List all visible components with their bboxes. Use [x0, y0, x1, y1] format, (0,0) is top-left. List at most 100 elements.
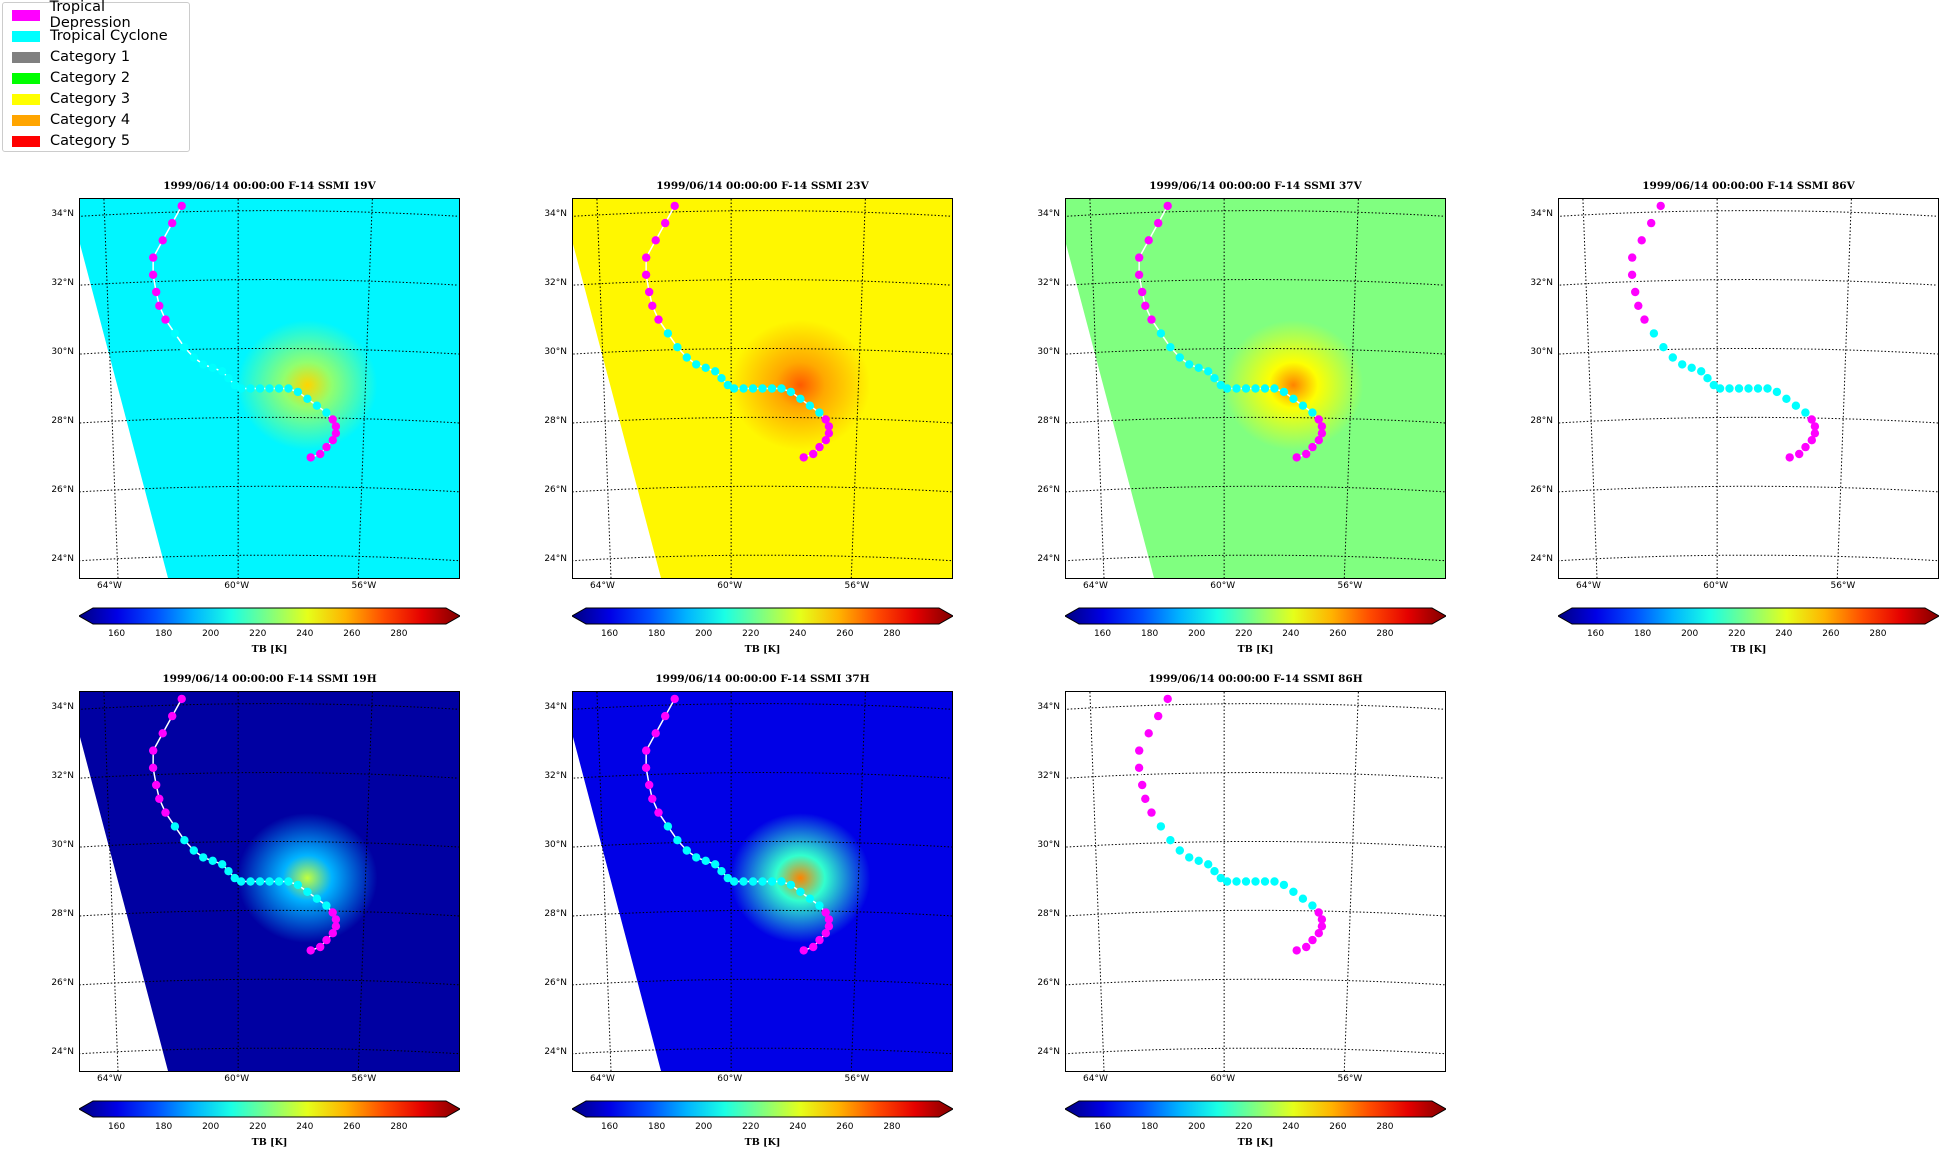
track-point — [1210, 867, 1219, 876]
track-point — [180, 343, 189, 352]
colorbar-tick: 200 — [1681, 629, 1699, 639]
colorbar-label: TB [K] — [251, 1137, 288, 1148]
track-point — [1791, 401, 1801, 410]
track-point — [1628, 253, 1637, 262]
track-point — [1154, 218, 1163, 228]
track-point — [648, 794, 657, 803]
lat-label: 34°N — [544, 702, 567, 713]
track-point — [1744, 384, 1753, 393]
lat-label: 32°N — [1037, 771, 1060, 782]
meridian-line — [850, 692, 866, 1071]
lat-label: 26°N — [1530, 484, 1553, 495]
parallel-line — [80, 279, 459, 286]
track-point — [1317, 422, 1327, 431]
map-panel — [572, 198, 953, 579]
track-point — [1270, 877, 1279, 886]
track-point — [1241, 877, 1251, 886]
track-point — [316, 449, 325, 459]
colorbar — [1065, 1100, 1446, 1118]
track-point — [1308, 901, 1317, 910]
colorbar-tick: 260 — [1329, 629, 1347, 639]
track-point — [701, 856, 710, 865]
colorbar-tick: 240 — [789, 1122, 807, 1132]
track-point — [821, 415, 830, 424]
track-point — [1144, 729, 1153, 738]
map-svg — [1066, 199, 1445, 578]
track-point — [1270, 384, 1279, 393]
track-point — [723, 380, 732, 390]
colorbar-tick: 160 — [107, 1122, 126, 1132]
track-point — [651, 236, 660, 245]
track-point — [1289, 394, 1298, 403]
track-point — [1795, 449, 1804, 459]
track-point — [331, 422, 341, 431]
track-point — [670, 201, 679, 211]
track-point — [1292, 946, 1301, 955]
colorbar-tick: 160 — [600, 1122, 619, 1132]
meridian-line — [850, 199, 866, 578]
legend-swatch — [12, 51, 40, 63]
track-point — [1175, 353, 1184, 362]
lon-label: 64°W — [590, 581, 615, 591]
track-point — [1772, 387, 1782, 397]
track-point — [1697, 367, 1706, 376]
colorbar-tick: 180 — [155, 629, 173, 639]
track-point — [322, 901, 331, 910]
track-point — [218, 367, 227, 376]
parallel-line — [80, 840, 459, 848]
track-point — [312, 401, 322, 410]
track-point — [648, 301, 657, 310]
legend-swatch — [12, 9, 40, 21]
track-point — [161, 808, 170, 817]
track-point — [1216, 873, 1225, 883]
track-point — [786, 387, 796, 397]
track-point — [739, 384, 748, 393]
track-point — [274, 384, 284, 393]
legend-swatch — [12, 135, 40, 147]
legend-label: Tropical Depression — [49, 0, 131, 31]
track-point — [1314, 908, 1323, 917]
lon-label: 60°W — [1210, 1074, 1236, 1084]
track-point — [1298, 894, 1308, 903]
meridian-line — [1582, 199, 1598, 578]
track-point — [322, 408, 331, 417]
track-point — [670, 694, 679, 704]
track-point — [1163, 694, 1172, 704]
track-point — [1147, 315, 1156, 324]
track-point — [1785, 453, 1794, 462]
track-point — [1222, 384, 1232, 393]
track-point — [1185, 360, 1194, 369]
track-point — [1314, 929, 1323, 938]
parallel-line — [573, 909, 952, 917]
lat-label: 26°N — [544, 977, 567, 988]
track-point — [189, 353, 198, 362]
track-point — [148, 763, 158, 772]
panel-title: 1999/06/14 00:00:00 F-14 SSMI 19V — [163, 180, 376, 192]
track-point — [224, 374, 233, 383]
colorbar-tick: 240 — [1282, 1122, 1300, 1132]
legend-swatch — [12, 114, 40, 126]
track-point — [805, 401, 815, 410]
lat-label: 32°N — [51, 278, 74, 289]
parallel-line — [573, 416, 952, 424]
lat-label: 30°N — [1037, 840, 1060, 851]
track-point — [1308, 935, 1317, 945]
lat-label: 28°N — [51, 908, 74, 919]
colorbar-tick: 240 — [1282, 629, 1300, 639]
colorbar-tick: 280 — [883, 629, 901, 639]
lon-label: 56°W — [844, 1074, 870, 1084]
colorbar-bar — [572, 1100, 953, 1118]
track-point — [1763, 384, 1772, 393]
track-point — [1216, 380, 1225, 390]
lon-label: 56°W — [351, 1074, 377, 1084]
track-point — [758, 877, 767, 886]
lat-label: 30°N — [51, 840, 74, 851]
track-point — [739, 877, 748, 886]
legend-label: Tropical Cyclone — [50, 28, 168, 44]
lat-label: 34°N — [51, 702, 74, 713]
track-point — [641, 270, 651, 279]
lat-label: 26°N — [544, 484, 567, 495]
parallel-line — [1066, 772, 1445, 779]
meridian-line — [357, 199, 373, 578]
map-svg — [1559, 199, 1938, 578]
